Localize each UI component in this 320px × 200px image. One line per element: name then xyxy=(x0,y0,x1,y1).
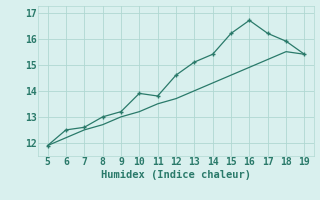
X-axis label: Humidex (Indice chaleur): Humidex (Indice chaleur) xyxy=(101,170,251,180)
